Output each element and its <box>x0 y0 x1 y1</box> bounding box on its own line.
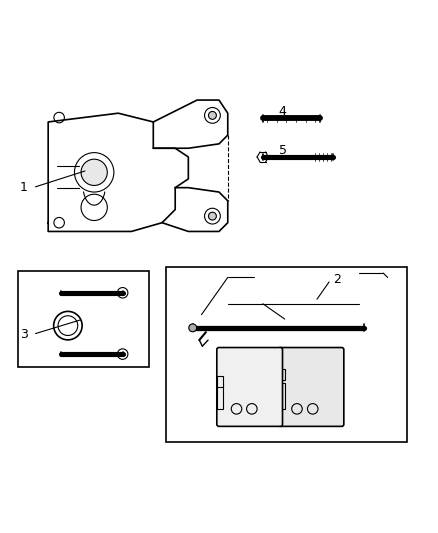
Text: 1: 1 <box>20 181 28 194</box>
Bar <box>18 271 149 367</box>
Text: 3: 3 <box>20 328 28 341</box>
FancyBboxPatch shape <box>278 369 285 381</box>
Text: 2: 2 <box>333 273 341 286</box>
FancyBboxPatch shape <box>217 383 223 409</box>
Circle shape <box>189 324 197 332</box>
Circle shape <box>208 212 216 220</box>
FancyBboxPatch shape <box>278 383 285 409</box>
FancyBboxPatch shape <box>217 376 223 387</box>
FancyBboxPatch shape <box>278 348 344 426</box>
Text: 5: 5 <box>279 144 286 157</box>
Bar <box>166 266 407 442</box>
Circle shape <box>81 159 107 185</box>
Circle shape <box>208 111 216 119</box>
Text: 4: 4 <box>279 104 286 117</box>
FancyBboxPatch shape <box>217 348 283 426</box>
